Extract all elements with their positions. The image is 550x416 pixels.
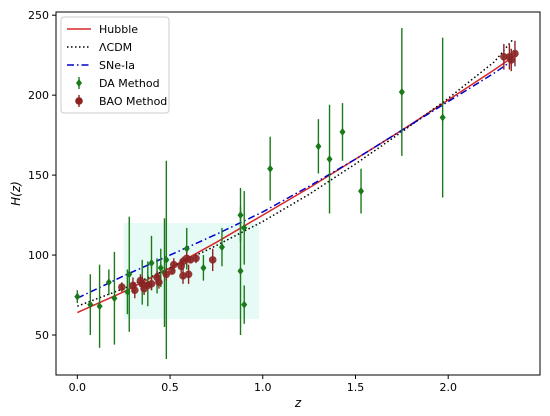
x-tick-label: 2.0 (439, 381, 457, 394)
axis-ticks: 0.0 0.5 1.0 1.5 2.0 50 100 150 200 250 (28, 9, 457, 394)
legend-da-method: DA Method (76, 77, 160, 90)
x-tick-label: 1.0 (254, 381, 272, 394)
legend-snia: SNe-Ia (67, 59, 135, 72)
bao-point (162, 270, 171, 279)
da-point (439, 113, 446, 122)
bao-point (118, 283, 126, 291)
da-point (218, 243, 225, 252)
legend-box (60, 16, 170, 114)
x-tick-label: 0.5 (161, 381, 179, 394)
low-z-band (123, 223, 260, 320)
y-tick-label: 250 (28, 9, 49, 22)
da-point (398, 87, 405, 96)
da-point (111, 294, 118, 303)
bao-point (155, 278, 163, 287)
legend-hubble: Hubble (67, 23, 138, 36)
bao-point (192, 254, 200, 263)
da-point (339, 127, 346, 136)
da-point (326, 155, 333, 164)
bao-point (131, 286, 139, 295)
da-point (267, 164, 274, 173)
legend-label: ΛCDM (99, 41, 132, 54)
x-tick-label: 1.5 (347, 381, 365, 394)
y-axis-label: H(z) (9, 181, 23, 206)
y-tick-label: 50 (35, 329, 49, 342)
da-point (200, 263, 207, 272)
legend-marker (76, 79, 82, 87)
da-point (87, 300, 94, 309)
plot-frame (55, 11, 541, 376)
legend-label: SNe-Ia (99, 59, 135, 72)
legend-label: Hubble (99, 23, 138, 36)
legend-lcdm: ΛCDM (67, 41, 132, 54)
legend-label: DA Method (99, 77, 160, 90)
bao-point (511, 49, 519, 58)
legend-bao-method: BAO Method (75, 95, 167, 108)
da-point (126, 270, 133, 279)
bao-point (168, 267, 176, 275)
legend: Hubble ΛCDM SNe-Ia DA Method BAO Method (60, 16, 170, 114)
legend-label: BAO Method (99, 95, 167, 108)
legend-marker (75, 97, 83, 105)
bao-point (169, 260, 178, 269)
y-tick-label: 200 (28, 89, 49, 102)
da-point (358, 187, 365, 196)
da-point (163, 255, 170, 264)
bao-point (208, 256, 217, 264)
da-point (74, 292, 81, 301)
da-point (96, 302, 103, 311)
bao-method-series (118, 40, 519, 299)
da-point (315, 142, 322, 151)
x-axis-label: z (294, 396, 302, 410)
da-point (183, 244, 190, 253)
da-point (237, 267, 244, 276)
da-point (105, 278, 112, 287)
y-tick-label: 150 (28, 169, 49, 182)
x-tick-label: 0.0 (69, 381, 87, 394)
bao-point (500, 52, 508, 61)
data-points (74, 27, 519, 360)
bao-point (184, 270, 193, 279)
bao-point (507, 56, 516, 64)
da-point (157, 263, 164, 272)
da-point (241, 223, 248, 232)
y-tick-label: 100 (28, 249, 49, 262)
snia-curve (76, 59, 514, 299)
uncertainty-band (123, 223, 260, 320)
da-point (148, 259, 155, 268)
da-point (241, 300, 248, 309)
bao-point (147, 280, 156, 288)
